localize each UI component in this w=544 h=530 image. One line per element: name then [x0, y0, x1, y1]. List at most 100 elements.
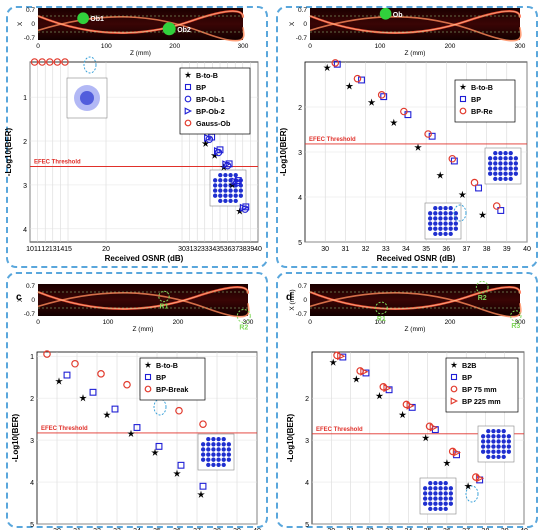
panel-d-constellation-point	[443, 501, 448, 506]
panel-a-legend-marker	[184, 107, 193, 115]
panel-d-threshold-label: EFEC Threshold	[316, 427, 363, 433]
panel-a-inset-ytick: 0.7	[26, 7, 35, 14]
panel-b-x-tick-label: 37	[463, 246, 471, 253]
panel-b-constellation-point	[438, 216, 443, 221]
panel-b-constellation-bg	[484, 147, 522, 185]
panel-d-constellation-point	[496, 439, 501, 444]
panel-d-constellation-point	[486, 434, 491, 439]
panel-b-constellation-point	[448, 221, 453, 226]
panel-a-noisy-constellation	[66, 77, 108, 119]
panel-c-y-tick-label: 2	[30, 396, 34, 403]
panel-d-inset-xlabel: Z (mm)	[405, 326, 426, 333]
panel-c-constellation-point	[226, 442, 232, 447]
panel-b-bp-re-point	[492, 202, 501, 210]
panel-c-constellation-point	[221, 436, 226, 442]
panel-b-constellation-point	[443, 211, 448, 216]
panel-d-constellation-point	[496, 454, 501, 460]
panel-d-constellation-bg	[419, 477, 457, 515]
panel-d-constellation-point	[428, 506, 433, 512]
panel-d-constellation-point	[448, 496, 454, 501]
panel-c-letter: c	[16, 292, 22, 303]
panel-b-bp-re-point	[331, 59, 340, 67]
panel-b-bp-re-point	[377, 91, 386, 99]
panel-d-inset-ytick: 0	[303, 297, 307, 304]
panel-a-constellation-point	[212, 183, 218, 188]
panel-c-inset-region	[236, 309, 251, 323]
panel-a-legend-label: BP-Ob-2	[196, 107, 225, 116]
panel-b-constellation-point	[498, 161, 503, 166]
panel-a-constellation-point	[223, 183, 228, 188]
panel-a-constellation-point	[228, 188, 233, 193]
panel-d-constellation-point	[443, 480, 448, 486]
panel-a-y-axis-label: -Log10(BER)	[4, 127, 13, 176]
panel-c-bp-point	[177, 461, 185, 469]
panel-d-constellation-point	[438, 491, 443, 496]
panel-a-constellation-point	[223, 198, 228, 204]
panel-d-inset-region	[510, 310, 522, 322]
panel-b-bp-point	[380, 93, 388, 101]
panel-c-bp-break-point	[175, 406, 183, 415]
panel-d-y-axis-label: -Log10(BER)	[286, 413, 295, 462]
panel-c-inset-beam-core	[37, 286, 249, 310]
panel-a-bp-ob-2-point	[213, 147, 223, 156]
panel-c-constellation-bg	[197, 433, 235, 471]
panel-b-inset-label: Ob	[393, 12, 403, 19]
panel-b-constellation-point	[433, 221, 438, 226]
panel-d-legend-box	[445, 357, 519, 413]
panel-a-constellation-point	[218, 188, 223, 193]
panel-c-x-tick-label: 30	[53, 528, 61, 530]
panel-a-bp-point	[234, 177, 242, 184]
panel-d-b2b-point	[464, 482, 472, 490]
panel-b-constellation-point	[433, 216, 438, 221]
panel-d-inset-region	[375, 301, 388, 315]
panel-d-inset-xtick: 0	[308, 319, 312, 326]
panel-a-bp-point	[225, 160, 233, 168]
panel-a-bp-ob-2-point	[239, 203, 248, 212]
panel-a-legend-box	[179, 67, 251, 135]
panel-d-constellation-point	[438, 506, 443, 512]
panel-d-constellation-point	[506, 434, 512, 439]
panel-a-legend-marker	[184, 119, 192, 127]
panel-b-constellation-point	[508, 176, 513, 182]
panel-b-b-to-b-point	[478, 211, 487, 219]
panel-b-inset-obstacle	[379, 7, 392, 20]
panel-d-constellation-point	[501, 428, 506, 434]
panel-d-b2b-point	[329, 358, 337, 366]
panel-d-constellation-point	[480, 449, 486, 454]
panel-d-constellation-point	[448, 491, 454, 496]
panel-d-constellation-point	[443, 486, 448, 491]
panel-a-constellation-point	[212, 188, 218, 193]
panel-d-y-tick-label: 2	[305, 396, 309, 403]
panel-b-legend-marker	[459, 83, 467, 90]
panel-b-constellation-point	[498, 166, 503, 171]
panel-a-gauss-ob-point	[61, 58, 69, 66]
panel-d-constellation-point	[506, 449, 512, 454]
panel-d-highlight-ring	[465, 485, 479, 503]
panel-b-constellation-point	[498, 156, 503, 161]
panel-d-bp-225-mm-point	[452, 448, 461, 457]
panel-b-inset-xtick: 100	[375, 43, 386, 50]
panel-d-legend-label: BP 75 mm	[462, 385, 497, 394]
panel-a-inset-xlabel: Z (mm)	[130, 50, 151, 57]
panel-c-constellation-point	[200, 442, 206, 447]
panel-d-bp-75-mm-point	[356, 367, 364, 375]
panel-b-constellation-point	[493, 176, 498, 182]
panel-c-b-to-b-point	[103, 410, 111, 419]
panel-a-constellation-point	[218, 193, 223, 198]
panel-c-inset-xtick: 0	[36, 319, 40, 326]
panel-c-legend-label: B-to-B	[156, 361, 178, 370]
panel-c-inset-ytick: -0.7	[24, 311, 36, 318]
panel-c-inset-xlabel: Z (mm)	[133, 326, 154, 333]
panel-b-constellation-point	[427, 211, 433, 216]
panel-a-inset-ylabel: X	[17, 21, 24, 26]
panel-b-b-to-b-point	[390, 118, 398, 126]
panel-d-constellation-point	[491, 434, 496, 439]
panel-a-constellation	[209, 169, 247, 207]
panel-d-x-tick-label: 31	[347, 528, 355, 530]
panel-a-x-tick-label: 15	[64, 246, 72, 253]
panel-a-inset-ytick: 0	[31, 21, 35, 28]
panel-b-frame	[276, 6, 538, 268]
panel-d-constellation-point	[433, 486, 438, 491]
panel-c-constellation-point	[211, 462, 216, 468]
panel-c-b-to-b-point	[151, 448, 159, 456]
